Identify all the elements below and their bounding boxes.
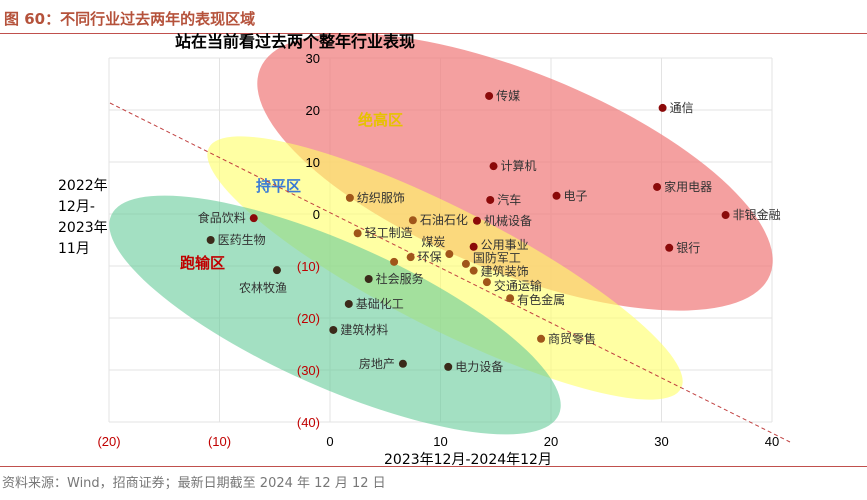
x-tick-label: 40 bbox=[765, 434, 779, 449]
source-divider bbox=[0, 466, 867, 467]
y-tick-label: (20) bbox=[297, 311, 320, 326]
x-tick-label: 20 bbox=[544, 434, 558, 449]
data-point bbox=[653, 182, 662, 191]
point-label: 基础化工 bbox=[356, 297, 404, 311]
point-label: 医药生物 bbox=[218, 233, 266, 247]
data-point bbox=[721, 211, 730, 220]
data-point bbox=[364, 275, 373, 283]
y-tick-label: 10 bbox=[306, 155, 320, 170]
data-point bbox=[537, 334, 546, 343]
point-label: 房地产 bbox=[359, 356, 395, 371]
point-label: 石油石化 bbox=[420, 213, 468, 227]
point-label: 社会服务 bbox=[376, 271, 424, 286]
point-label: 食品饮料 bbox=[198, 210, 246, 225]
data-point bbox=[489, 162, 498, 171]
figure-title: 图 60：不同行业过去两年的表现区域 bbox=[4, 10, 256, 28]
chart-title: 站在当前看过去两个整年行业表现 bbox=[175, 32, 415, 51]
y-tick-label: 30 bbox=[306, 51, 320, 66]
y-axis-label: 2023年 bbox=[58, 220, 108, 236]
region-low bbox=[109, 195, 561, 435]
point-label: 通信 bbox=[670, 101, 694, 115]
point-label: 轻工制造 bbox=[365, 226, 413, 240]
data-point bbox=[206, 236, 215, 244]
point-label: 汽车 bbox=[497, 192, 521, 207]
data-point bbox=[482, 278, 491, 287]
data-point bbox=[469, 266, 478, 275]
data-point bbox=[486, 195, 495, 204]
point-label: 机械设备 bbox=[484, 213, 532, 228]
data-point bbox=[329, 325, 338, 334]
point-label: 农林牧渔 bbox=[239, 281, 287, 295]
y-axis-label: 2022年 bbox=[58, 178, 108, 194]
x-axis-label: 2023年12月-2024年12月 bbox=[384, 452, 552, 468]
point-label: 建筑装饰 bbox=[481, 264, 529, 279]
x-tick-label: (10) bbox=[208, 434, 231, 449]
data-point bbox=[658, 103, 667, 112]
region-label-high: 绝高区 bbox=[358, 111, 403, 129]
x-tick-label: 30 bbox=[654, 434, 668, 449]
point-label: 电力设备 bbox=[455, 360, 503, 374]
point-label: 家用电器 bbox=[664, 179, 712, 194]
y-axis-label: 11月 bbox=[58, 241, 90, 257]
data-point bbox=[472, 216, 481, 225]
data-point bbox=[445, 250, 454, 259]
data-point bbox=[345, 193, 354, 202]
data-point bbox=[272, 266, 281, 275]
point-label: 公用事业 bbox=[481, 238, 529, 252]
data-point bbox=[461, 259, 470, 268]
point-label: 有色金属 bbox=[517, 292, 565, 307]
point-label: 计算机 bbox=[501, 158, 537, 173]
data-point bbox=[406, 253, 415, 262]
point-label: 建筑材料 bbox=[340, 322, 388, 337]
data-point bbox=[344, 299, 353, 308]
y-tick-label: (40) bbox=[297, 415, 320, 430]
point-label: 交通运输 bbox=[494, 278, 542, 293]
data-point bbox=[390, 257, 399, 266]
data-point bbox=[552, 191, 561, 200]
region-high bbox=[257, 33, 773, 311]
region-label-low: 跑输区 bbox=[180, 254, 225, 272]
data-point bbox=[249, 214, 258, 223]
x-tick-label: (20) bbox=[97, 434, 120, 449]
point-label: 电子 bbox=[564, 189, 588, 203]
y-axis-label: 12月- bbox=[58, 199, 95, 215]
region-flat bbox=[207, 136, 683, 400]
point-label: 环保 bbox=[418, 250, 442, 264]
data-point bbox=[398, 359, 407, 368]
data-point bbox=[506, 294, 515, 303]
source-note: 资料来源：Wind，招商证券；最新日期截至 2024 年 12 月 12 日 bbox=[2, 476, 386, 491]
point-label: 纺织服饰 bbox=[357, 191, 405, 205]
point-label: 银行 bbox=[676, 241, 700, 255]
y-tick-label: (10) bbox=[297, 259, 320, 274]
x-tick-label: 10 bbox=[433, 434, 447, 449]
point-label: 煤炭 bbox=[421, 235, 445, 249]
point-label: 国防军工 bbox=[473, 250, 521, 265]
data-point bbox=[444, 362, 453, 371]
y-tick-label: (30) bbox=[297, 363, 320, 378]
data-point bbox=[353, 229, 362, 238]
y-tick-label: 0 bbox=[313, 207, 320, 222]
point-label: 传媒 bbox=[496, 88, 520, 103]
point-label: 非银金融 bbox=[733, 207, 781, 222]
point-label: 商贸零售 bbox=[548, 331, 596, 346]
data-point bbox=[665, 243, 674, 252]
y-tick-label: 20 bbox=[306, 103, 320, 118]
data-point bbox=[485, 91, 494, 100]
x-tick-label: 0 bbox=[326, 434, 333, 449]
data-point bbox=[469, 242, 478, 251]
diagonal-reference-line bbox=[109, 102, 791, 443]
data-point bbox=[408, 216, 417, 225]
title-divider bbox=[0, 33, 867, 34]
